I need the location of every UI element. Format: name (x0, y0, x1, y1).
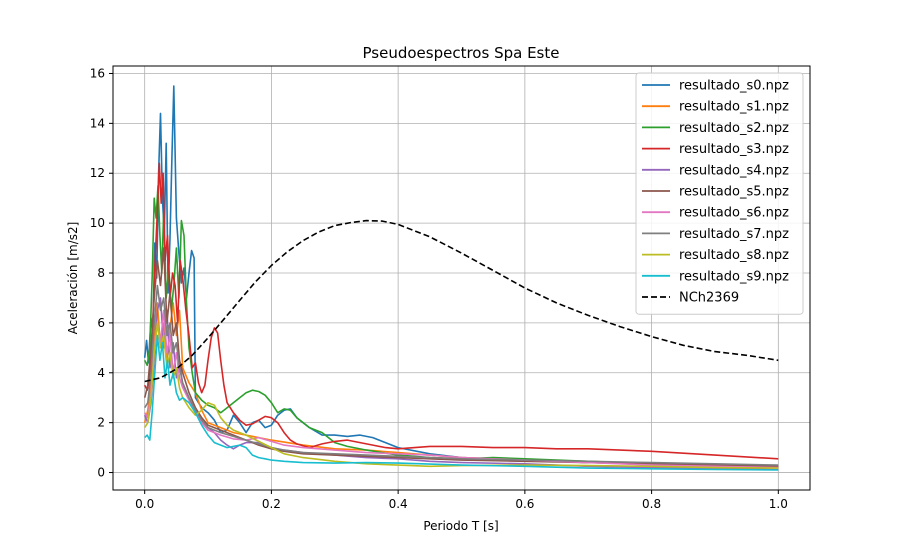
plot-frame (112, 65, 811, 491)
y-tick-label: 10 (90, 216, 105, 230)
legend-box (635, 72, 804, 315)
legend-label-5: resultado_s5.npz (679, 185, 789, 200)
legend-label-4: resultado_s4.npz (679, 163, 789, 178)
axis-ticks: 0.0 0.2 0.4 0.6 0.8 1.0 0 2 4 6 8 10 12 14 16 (90, 66, 788, 511)
series-layer (143, 85, 779, 471)
y-tick-label: 12 (90, 166, 105, 180)
y-tick-label: 8 (97, 266, 105, 280)
x-tick-label: 0.2 (262, 497, 281, 511)
y-tick-label: 2 (97, 416, 105, 430)
legend-label-0: resultado_s0.npz (679, 79, 789, 94)
series-line-4 (143, 297, 779, 471)
legend: resultado_s0.npz resultado_s1.npz resultad… (635, 72, 804, 315)
y-tick-label: 14 (90, 116, 105, 130)
legend-label-9: resultado_s9.npz (679, 269, 789, 284)
series-line-3 (143, 162, 779, 460)
x-tick-label: 0.4 (389, 497, 408, 511)
legend-label-6: resultado_s6.npz (679, 206, 789, 221)
chart-title: Pseudoespectros Spa Este (363, 44, 560, 62)
y-tick-label: 0 (97, 466, 105, 480)
x-tick-label: 0.6 (515, 497, 534, 511)
series-line-1 (143, 302, 779, 468)
series-line-6 (144, 309, 779, 469)
x-tick-label: 0.0 (135, 497, 154, 511)
y-tick-label: 16 (90, 66, 105, 80)
x-tick-label: 1.0 (769, 497, 788, 511)
y-axis-title: Aceleración [m/s2] (66, 222, 80, 335)
legend-label-7: resultado_s7.npz (679, 227, 789, 242)
x-axis-title: Periodo T [s] (423, 519, 498, 533)
legend-label-8: resultado_s8.npz (679, 248, 789, 263)
series-line-5 (143, 247, 779, 468)
x-tick-label: 0.8 (642, 497, 661, 511)
legend-label-3: resultado_s3.npz (679, 142, 789, 157)
series-line-7 (144, 284, 779, 466)
series-line-8 (144, 322, 779, 469)
series-line-9 (144, 334, 779, 471)
series-line-10 (144, 219, 779, 383)
legend-label-1: resultado_s1.npz (679, 100, 789, 115)
legend-label-10: NCh2369 (679, 291, 739, 306)
y-tick-label: 4 (97, 366, 105, 380)
y-tick-label: 6 (97, 316, 105, 330)
legend-label-2: resultado_s2.npz (679, 121, 789, 136)
